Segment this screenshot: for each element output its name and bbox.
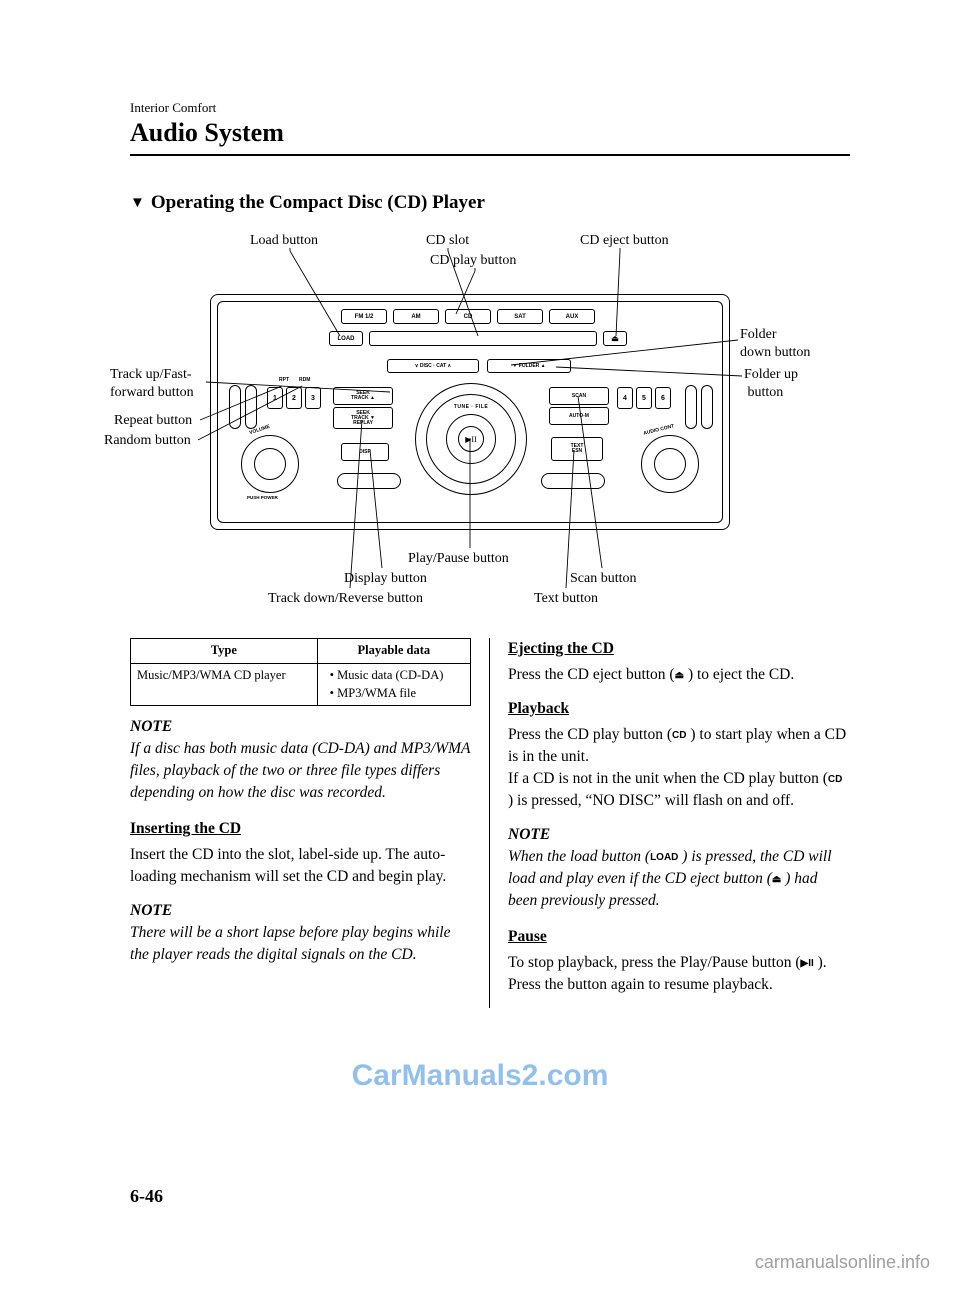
load-icon: LOAD [650,852,678,863]
section-label: Interior Comfort [130,100,850,116]
eject-icon-2: ⏏ [772,874,781,885]
note-label-1: NOTE [130,716,471,738]
eject-body: Press the CD eject button (⏏ ) to eject … [508,664,850,686]
bullet-2: MP3/WMA file [330,685,464,703]
inserting-title: Inserting the CD [130,818,471,840]
presets-left: 1 2 3 [267,387,321,409]
top-button-row: FM 1/2 AM CD SAT AUX [341,309,595,324]
playpause-icon: ▶II [801,958,814,969]
preset-2: 2 [286,387,302,409]
sat-button: SAT [497,309,543,324]
th-type: Type [131,639,318,664]
eject-title: Ejecting the CD [508,638,850,660]
divider [130,154,850,156]
page-number: 6-46 [130,1186,163,1207]
play-pause-center: ▶II [458,426,484,452]
callout-scan: Scan button [570,570,637,588]
page: Interior Comfort Audio System ▼ Operatin… [0,0,960,1293]
load-button: LOAD [329,331,363,346]
cd-slot [369,331,597,346]
bottom-pill-right [541,473,605,489]
pause-body-2: Press the button again to resume playbac… [508,974,850,996]
presets-right: 4 5 6 [617,387,671,409]
seek-down-button: SEEK TRACK ▼ REPLAY [333,407,393,429]
bottom-pill-left [337,473,401,489]
pause-body-1: To stop playback, press the Play/Pause b… [508,952,850,974]
playback-body-1: Press the CD play button (CD ) to start … [508,724,850,768]
cd-player-diagram: Load button CD slot CD play button CD ej… [130,226,850,616]
subheading: ▼ Operating the Compact Disc (CD) Player [130,192,850,214]
side-pill-l2 [245,385,257,429]
pause-title: Pause [508,926,850,948]
playback-body-2: If a CD is not in the unit when the CD p… [508,768,850,812]
cd-icon-2: CD [828,774,842,785]
autom-button: AUTO-M [549,407,609,425]
eject-button: ⏏ [603,331,627,346]
preset-5: 5 [636,387,652,409]
right-column: Ejecting the CD Press the CD eject butto… [490,638,850,1008]
tune-dial: TUNE · FILE ▶II [415,383,527,495]
callout-load-button: Load button [250,232,318,250]
bullet-1: Music data (CD-DA) [330,667,464,685]
left-column: Type Playable data Music/MP3/WMA CD play… [130,638,490,1008]
rdm-label: RDM [299,377,310,383]
watermark: CarManuals2.com [352,1059,609,1093]
inserting-body: Insert the CD into the slot, label-side … [130,844,471,888]
seek-up-button: SEEK TRACK ▲ [333,387,393,405]
preset-1: 1 [267,387,283,409]
subheading-text: Operating the Compact Disc (CD) Player [151,192,485,214]
disc-cat-button: ∨ DISC · CAT ∧ [387,359,479,373]
watermark-footer: carmanualsonline.info [755,1252,930,1273]
callout-cd-eject-button: CD eject button [580,232,669,250]
side-pill-r2 [701,385,713,429]
rpt-label: RPT [279,377,289,383]
side-pill-l1 [229,385,241,429]
note-label-3: NOTE [508,824,850,846]
side-pill-r1 [685,385,697,429]
volume-knob [241,435,299,493]
eject-icon: ⏏ [675,670,684,681]
audio-knob [641,435,699,493]
callout-text: Text button [534,590,598,608]
callout-track-down: Track down/Reverse button [268,590,423,608]
callout-repeat: Repeat button [114,412,192,430]
playback-title: Playback [508,698,850,720]
preset-4: 4 [617,387,633,409]
fm-button: FM 1/2 [341,309,387,324]
td-type: Music/MP3/WMA CD player [131,663,318,706]
preset-6: 6 [655,387,671,409]
callout-folder-up: Folder up button [744,366,798,401]
note-body-1: If a disc has both music data (CD-DA) an… [130,738,471,804]
folder-button: ▼ FOLDER ▲ [487,359,571,373]
callout-play-pause: Play/Pause button [408,550,509,568]
scan-button: SCAN [549,387,609,405]
triangle-icon: ▼ [130,195,145,212]
cd-button: CD [445,309,491,324]
td-data: Music data (CD-DA) MP3/WMA file [317,663,470,706]
note-label-2: NOTE [130,900,471,922]
callout-display: Display button [344,570,427,588]
section-title: Audio System [130,118,850,148]
callout-cd-play-button: CD play button [430,252,516,270]
th-data: Playable data [317,639,470,664]
note-body-2: There will be a short lapse before play … [130,922,471,966]
aux-button: AUX [549,309,595,324]
radio-unit: FM 1/2 AM CD SAT AUX LOAD ⏏ ∨ DISC · CAT… [210,294,730,530]
playable-data-table: Type Playable data Music/MP3/WMA CD play… [130,638,471,706]
callout-cd-slot: CD slot [426,232,469,250]
body-columns: Type Playable data Music/MP3/WMA CD play… [130,638,850,1008]
cd-icon: CD [672,730,686,741]
callout-folder-down: Folder down button [740,326,810,361]
tune-arc: TUNE · FILE [454,404,488,410]
callout-random: Random button [104,432,191,450]
note-body-3: When the load button (LOAD ) is pressed,… [508,846,850,912]
pwr-label: PUSH POWER [247,495,278,500]
am-button: AM [393,309,439,324]
callout-track-up: Track up/Fast- forward button [110,366,194,401]
disp-button: DISP [341,443,389,461]
preset-3: 3 [305,387,321,409]
text-esn-button: TEXT ESN [551,437,603,461]
